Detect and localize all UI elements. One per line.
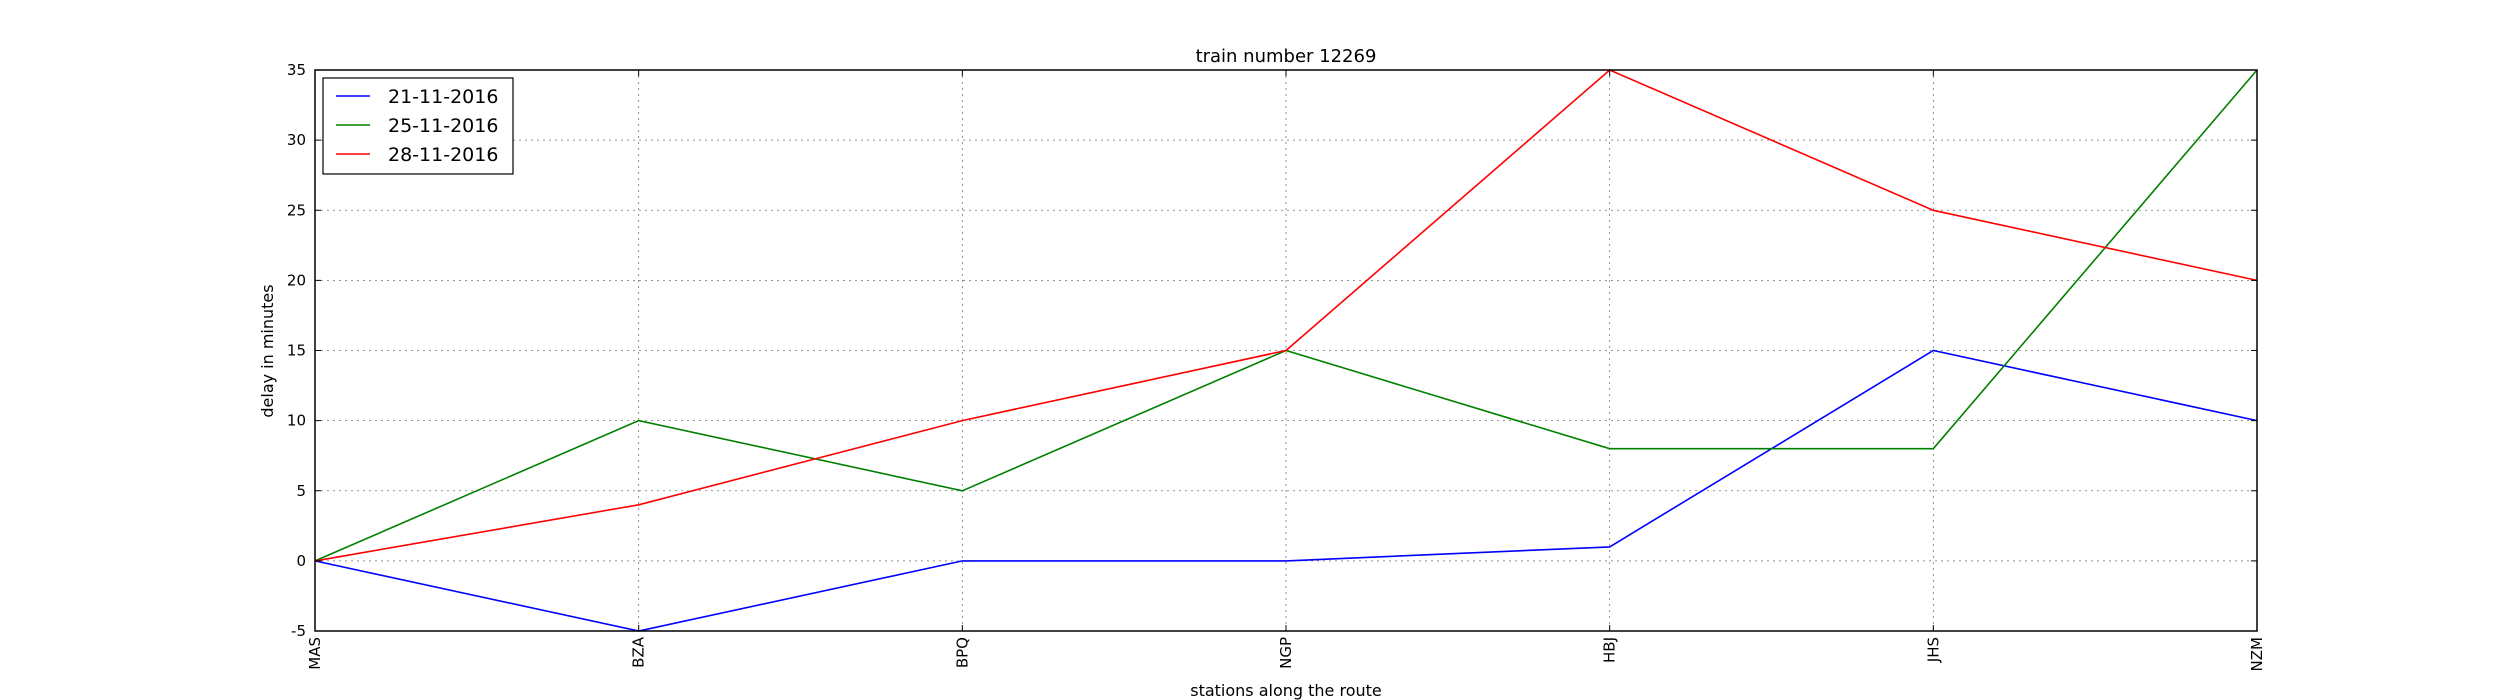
x-axis-ticks: MAS BZA BPQ NGP HBJ JHS NZM: [306, 70, 2266, 671]
y-tick-label: -5: [291, 622, 306, 640]
legend-label: 25-11-2016: [388, 115, 498, 137]
y-axis-ticks: -5 0 5 10 15 20 25 30 35: [287, 61, 2257, 640]
series-line-28-11-2016: [314, 69, 2258, 562]
legend: 21-11-2016 25-11-2016 28-11-2016: [322, 77, 514, 175]
chart-title: train number 12269: [1196, 46, 1377, 67]
y-tick-label: 20: [287, 271, 306, 289]
x-tick-label: MAS: [306, 637, 324, 670]
y-tick-label: 0: [296, 552, 306, 570]
legend-label: 21-11-2016: [388, 86, 498, 108]
legend-label: 28-11-2016: [388, 144, 498, 166]
x-tick-label: HBJ: [1601, 637, 1619, 663]
x-tick-label: BZA: [630, 636, 648, 668]
legend-frame: [322, 77, 514, 175]
x-tick-label: NGP: [1277, 637, 1295, 669]
y-axis-label: delay in minutes: [258, 284, 277, 417]
x-axis-label: stations along the route: [1190, 681, 1382, 700]
y-tick-label: 5: [296, 482, 306, 500]
x-tick-label: JHS: [1924, 637, 1942, 663]
y-tick-label: 30: [287, 131, 306, 149]
y-tick-label: 25: [287, 201, 306, 219]
y-tick-label: 15: [287, 342, 306, 360]
x-tick-label: NZM: [2248, 637, 2266, 671]
x-tick-label: BPQ: [953, 637, 971, 668]
y-tick-label: 35: [287, 61, 306, 79]
y-tick-label: 10: [287, 412, 306, 430]
